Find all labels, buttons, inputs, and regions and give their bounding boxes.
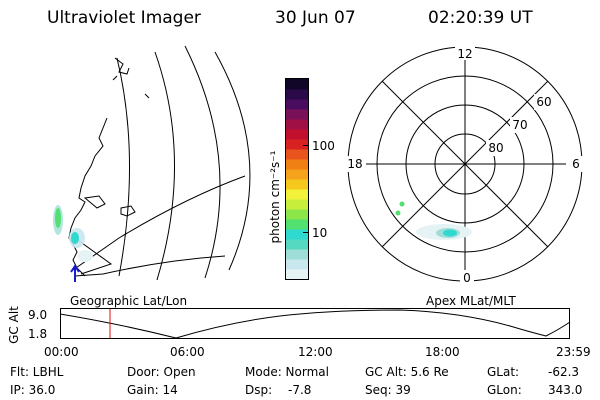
glat-label: GLat: [487,365,520,379]
colorbar-tick-10: 10 [312,226,328,240]
colorbar-segment [286,189,308,200]
colorbar-segment [286,229,308,240]
date-label: 30 Jun 07 [275,8,356,28]
glat-value: -62.3 [548,365,580,379]
mlat-70: 70 [512,118,527,132]
colorbar-segment [286,209,308,220]
geographic-map [53,45,251,282]
gcalt-timeline [60,308,571,339]
colorbar-segment [286,89,308,100]
gain-readout: Gain: 14 [127,383,178,397]
mlt-0: 0 [463,271,471,285]
satellite-marker-icon [70,264,80,282]
app-title: Ultraviolet Imager [47,8,201,28]
mlat-60: 60 [536,95,551,109]
mlat-80: 80 [488,141,503,155]
dsp-value: -7.8 [288,383,312,397]
colorbar-segment [286,169,308,180]
gcalt-ymax: 9.0 [28,308,48,322]
apex-label: Apex MLat/MLT [426,294,516,308]
gcalt-ymin: 1.8 [28,327,48,341]
colorbar-segment [286,219,308,230]
colorbar-segment [286,249,308,260]
gcalt-axis-label: GC Alt [7,306,21,344]
mlt-6: 6 [572,157,580,171]
filter-readout: Flt: LBHL [10,365,64,379]
glon-label: GLon: [487,383,522,397]
colorbar-segment [286,269,308,279]
door-readout: Door: Open [127,365,196,379]
colorbar-segment [286,149,308,160]
polar-aurora [395,201,472,240]
gcalt-readout: GC Alt: 5.6 Re [365,365,449,379]
polar-spokes [348,47,582,281]
colorbar-tick-100: 100 [312,139,335,153]
colorbar-segment [286,259,308,270]
time-tick-2359: 23:59 [556,345,591,359]
colorbar-segment [286,99,308,110]
colorbar-segment [286,199,308,210]
geographic-label: Geographic Lat/Lon [70,294,188,308]
colorbar-segment [286,79,308,90]
colorbar-segment [286,139,308,150]
time-tick-1800: 18:00 [425,345,460,359]
gcalt-curve [60,309,571,339]
aurora-emission [53,205,93,262]
polar-plot: 12 18 6 0 60 70 80 [344,46,586,286]
colorbar-segment [286,179,308,190]
mlt-12: 12 [457,47,472,61]
colorbar-tick-mark [303,145,308,146]
coastline [68,57,150,277]
time-label: 02:20:39 UT [428,8,533,28]
mode-readout: Mode: Normal [245,365,329,379]
colorbar [285,78,309,280]
map-grid [72,45,251,281]
time-tick-1200: 12:00 [298,345,333,359]
colorbar-segment [286,159,308,170]
colorbar-segment [286,109,308,120]
colorbar-segment [286,239,308,250]
glon-value: 343.0 [548,383,583,397]
dsp-label: Dsp: [245,383,273,397]
time-tick-0600: 06:00 [170,345,205,359]
colorbar-tick-mark [303,232,308,233]
colorbar-segment [286,129,308,140]
colorbar-unit-label: photon cm⁻²s⁻¹ [268,150,282,244]
colorbar-gradient [286,79,308,279]
mlt-18: 18 [347,157,362,171]
ip-readout: IP: 36.0 [10,383,56,397]
colorbar-segment [286,119,308,130]
seq-readout: Seq: 39 [365,383,411,397]
time-tick-0000: 00:00 [44,345,79,359]
